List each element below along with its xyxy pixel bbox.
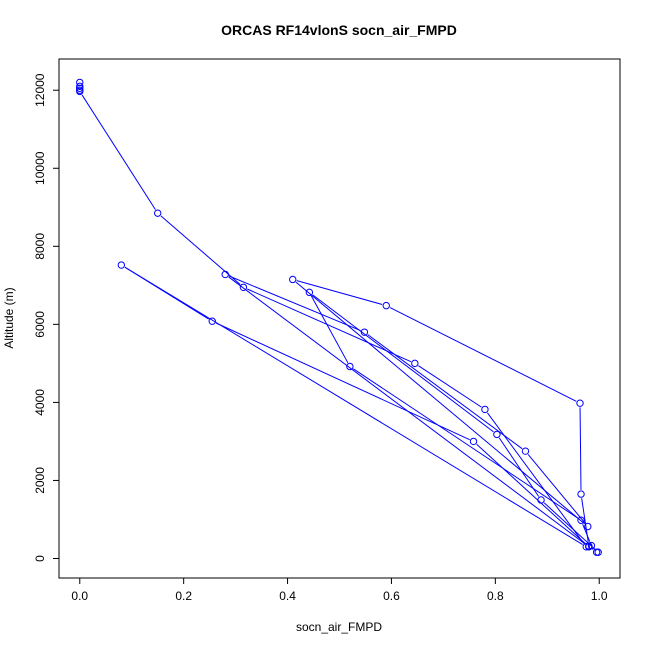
x-tick-label: 0.6 [383, 589, 400, 603]
data-point [153, 209, 162, 217]
data-point [577, 516, 585, 524]
y-axis-label: Altitude (m) [2, 287, 16, 348]
series-points [76, 78, 602, 556]
series-line-segment [81, 94, 156, 210]
data-point [76, 84, 84, 92]
data-point [594, 548, 602, 556]
series-line-segment [312, 294, 494, 433]
series-line-segment [476, 443, 587, 545]
y-tick-label: 6000 [33, 311, 47, 338]
series-line-segment [579, 407, 582, 490]
x-tick-label: 0.4 [279, 589, 296, 603]
y-tick-label: 10000 [33, 151, 47, 185]
data-point [208, 317, 216, 325]
data-point [360, 328, 369, 336]
data-point [521, 447, 530, 455]
y-tick-label: 12000 [33, 73, 47, 107]
series-line-segment [228, 276, 586, 545]
x-tick-label: 0.8 [487, 589, 504, 603]
data-point [305, 288, 314, 297]
series-line-segment [389, 307, 577, 402]
x-axis: 0.0 0.2 0.4 0.6 0.8 1.0 [71, 577, 608, 603]
data-point [221, 270, 229, 279]
x-axis-label: socn_air_FMPD [296, 620, 382, 634]
series-line-segment [296, 280, 383, 305]
series-line-segment [124, 266, 583, 546]
data-point [587, 541, 596, 550]
series-line-segment [295, 281, 585, 525]
y-tick-label: 2000 [33, 467, 47, 494]
data-point [76, 87, 84, 96]
data-point [493, 430, 501, 439]
data-point [576, 399, 584, 407]
series-line-segment [247, 288, 412, 363]
data-point [76, 82, 84, 91]
series-line-segment [367, 334, 523, 450]
series-line-segment [582, 523, 591, 542]
x-tick-label: 1.0 [591, 589, 608, 603]
series-line-segment [228, 275, 361, 332]
data-point [382, 301, 390, 310]
chart-title: ORCAS RF14vlonS socn_air_FMPD [221, 22, 457, 38]
data-point [577, 490, 585, 498]
data-point [469, 437, 478, 446]
series-line-segment [124, 266, 209, 320]
data-point [584, 522, 592, 531]
x-tick-label: 0.2 [175, 589, 192, 603]
series-line-segment [527, 454, 586, 524]
y-tick-label: 0 [33, 555, 47, 562]
series-line-segment [543, 502, 596, 550]
data-point [537, 496, 545, 504]
data-point [117, 261, 126, 269]
data-point [481, 405, 489, 414]
series-lines [81, 94, 596, 551]
data-point [76, 78, 84, 87]
y-tick-label: 4000 [33, 389, 47, 416]
series-line-segment [160, 215, 241, 285]
series-line-segment [310, 295, 349, 364]
data-point [585, 542, 593, 550]
data-point [239, 283, 248, 291]
series-line-segment [215, 322, 470, 441]
data-point [411, 359, 419, 368]
data-point [346, 362, 354, 371]
y-axis: 0 2000 4000 6000 8000 10000 12000 [33, 73, 60, 562]
series-line-segment [498, 437, 540, 497]
data-point [289, 275, 297, 284]
x-tick-label: 0.0 [71, 589, 88, 603]
y-tick-label: 8000 [33, 233, 47, 260]
series-line-segment [418, 365, 482, 408]
series-line-segment [487, 412, 585, 544]
series-line-segment [353, 368, 578, 519]
